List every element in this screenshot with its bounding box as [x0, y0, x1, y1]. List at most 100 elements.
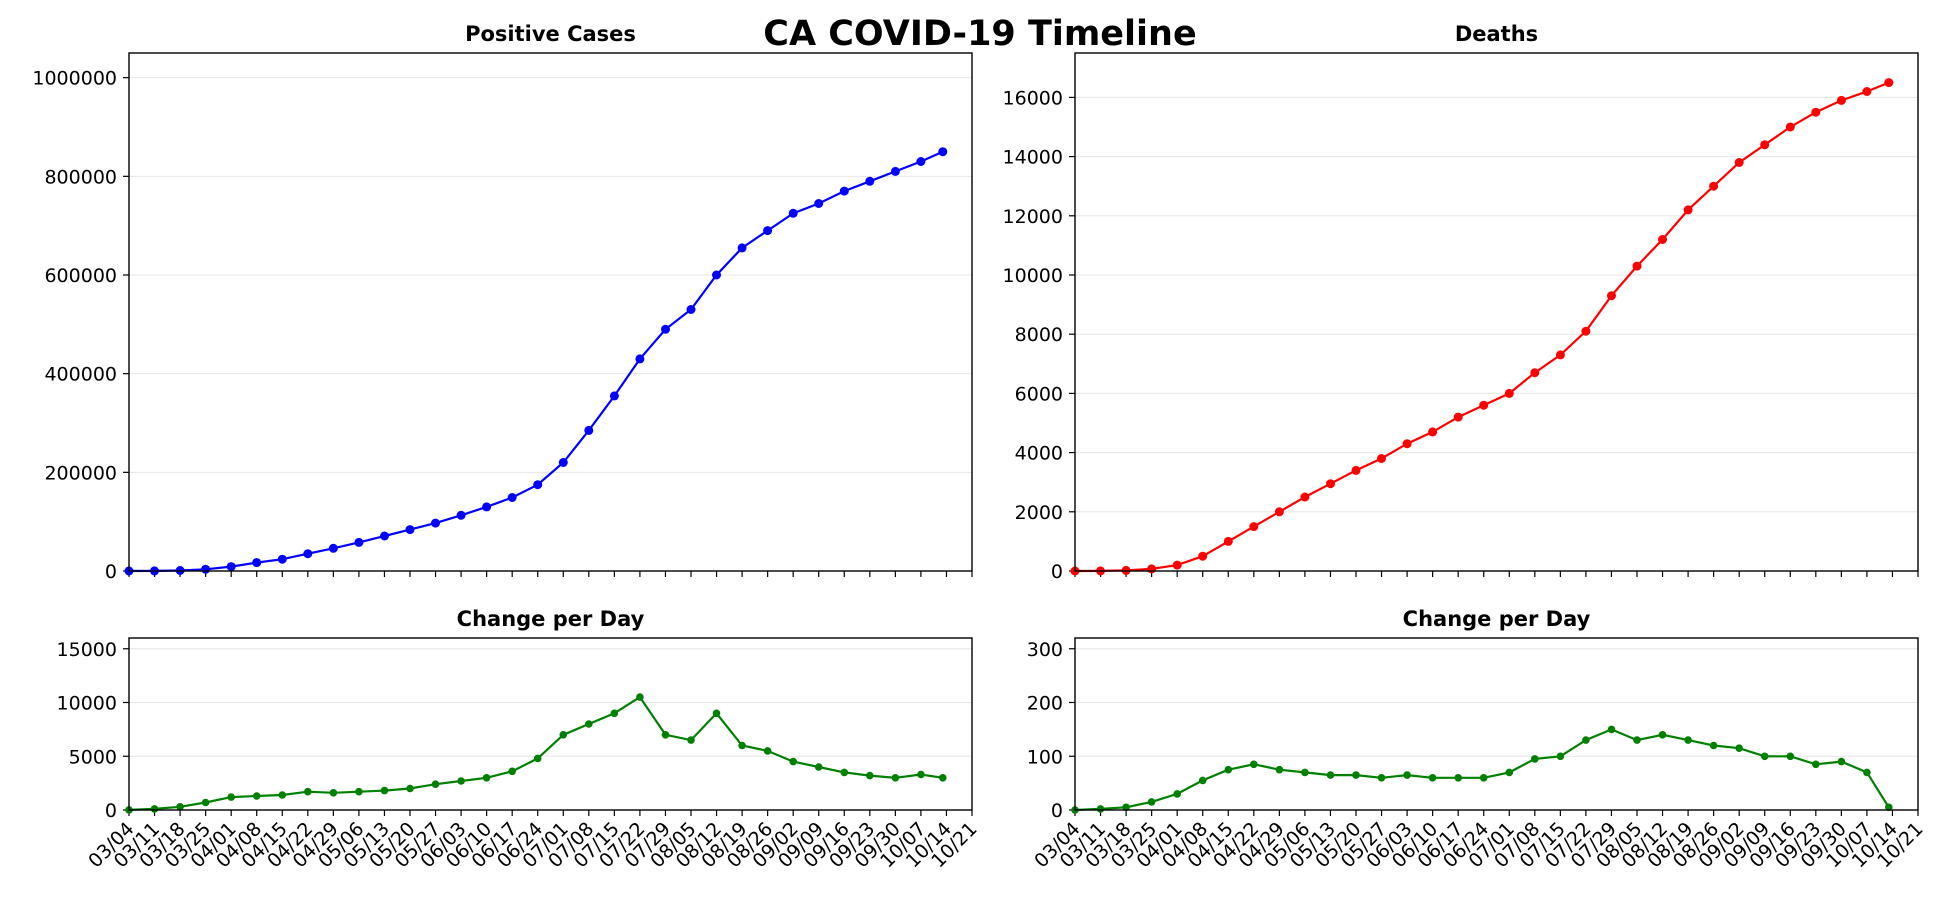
data-point — [938, 147, 948, 157]
data-point — [201, 798, 210, 807]
data-point — [1709, 741, 1718, 750]
data-point — [1479, 400, 1489, 410]
panel-title: Change per Day — [457, 607, 645, 631]
data-point — [227, 793, 235, 801]
data-point — [355, 787, 363, 796]
data-point — [1837, 757, 1846, 766]
data-point — [1658, 731, 1667, 739]
data-point — [585, 720, 593, 728]
y-tick-label: 100 — [1027, 746, 1063, 768]
data-point — [1352, 771, 1360, 779]
data-point — [1275, 765, 1284, 774]
data-point — [1173, 790, 1181, 798]
data-point — [1555, 350, 1565, 360]
data-point — [328, 543, 338, 553]
data-point — [814, 199, 824, 208]
data-point — [1224, 765, 1233, 774]
y-tick-label: 14000 — [1003, 147, 1063, 169]
data-point — [686, 305, 696, 314]
data-point — [788, 208, 798, 218]
data-point — [1172, 560, 1182, 570]
data-point — [939, 774, 947, 782]
y-tick-label: 6000 — [1015, 383, 1063, 405]
data-point — [1885, 803, 1893, 812]
data-point — [278, 791, 287, 799]
data-point — [1301, 768, 1309, 777]
series-line — [1074, 81, 1890, 573]
data-point — [1633, 736, 1641, 744]
data-point — [865, 176, 875, 186]
data-point — [1683, 205, 1693, 215]
data-point — [405, 525, 415, 535]
data-point — [252, 792, 261, 800]
data-point — [1249, 522, 1259, 532]
data-point — [763, 226, 773, 236]
data-point — [661, 731, 670, 739]
data-point — [1582, 736, 1590, 744]
data-point — [329, 789, 338, 797]
y-tick-label: 0 — [1051, 561, 1063, 583]
data-point — [1811, 107, 1821, 117]
y-tick-label: 10000 — [57, 693, 117, 715]
data-point — [636, 693, 644, 701]
y-tick-label: 800000 — [44, 166, 117, 188]
data-point — [1863, 768, 1871, 777]
data-point — [1300, 492, 1310, 502]
data-point — [661, 324, 670, 334]
data-point — [176, 803, 184, 811]
data-point — [737, 243, 747, 253]
data-point — [1198, 776, 1207, 785]
panel-title: Positive Cases — [465, 22, 636, 46]
y-tick-label: 5000 — [69, 746, 117, 768]
y-tick-label: 400000 — [44, 364, 117, 386]
data-point — [1862, 87, 1872, 96]
data-point — [1709, 181, 1719, 191]
data-point — [1428, 427, 1438, 437]
data-point — [1607, 725, 1616, 734]
chart-panel-4: Change per Day010020030003/0403/1103/180… — [1027, 607, 1928, 872]
data-point — [609, 391, 619, 401]
data-point — [916, 157, 926, 166]
data-point — [1198, 551, 1208, 561]
data-point — [814, 763, 823, 771]
data-point — [431, 780, 440, 788]
plot-frame — [128, 637, 973, 811]
data-point — [482, 774, 491, 782]
y-tick-label: 2000 — [1015, 502, 1063, 524]
data-point — [1504, 388, 1514, 398]
data-point — [507, 493, 517, 502]
data-point — [1658, 235, 1667, 244]
data-point — [712, 709, 721, 718]
data-point — [1786, 752, 1795, 761]
data-point — [1734, 158, 1744, 167]
data-point — [1479, 774, 1488, 782]
data-point — [1836, 95, 1846, 105]
data-point — [1760, 140, 1770, 150]
data-point — [1581, 326, 1591, 336]
data-point — [1428, 774, 1437, 782]
data-point — [1632, 261, 1642, 271]
series-line — [128, 695, 943, 811]
data-point — [1403, 771, 1411, 779]
data-point — [277, 554, 287, 564]
y-tick-label: 15000 — [57, 639, 117, 661]
data-point — [635, 354, 645, 364]
data-point — [890, 166, 900, 176]
data-point — [1884, 78, 1894, 88]
chart-panel-1: Positive Cases 0 200000 400000 600000 800000 1… — [32, 22, 973, 583]
data-point — [763, 747, 772, 755]
chart-panel-2: Deaths 0 2000 4000 6000 8000 10000 12000 14000 16… — [1003, 22, 1919, 583]
data-point — [1607, 291, 1616, 301]
data-point — [457, 777, 465, 785]
y-tick-label: 0 — [105, 800, 117, 822]
data-point — [508, 767, 516, 776]
data-point — [1326, 479, 1335, 489]
y-tick-label: 4000 — [1015, 443, 1063, 465]
data-point — [1760, 752, 1769, 761]
y-tick-label: 300 — [1027, 639, 1063, 661]
data-point — [303, 549, 313, 559]
plot-frame — [1074, 637, 1919, 811]
data-point — [482, 502, 492, 512]
data-point — [533, 480, 543, 490]
